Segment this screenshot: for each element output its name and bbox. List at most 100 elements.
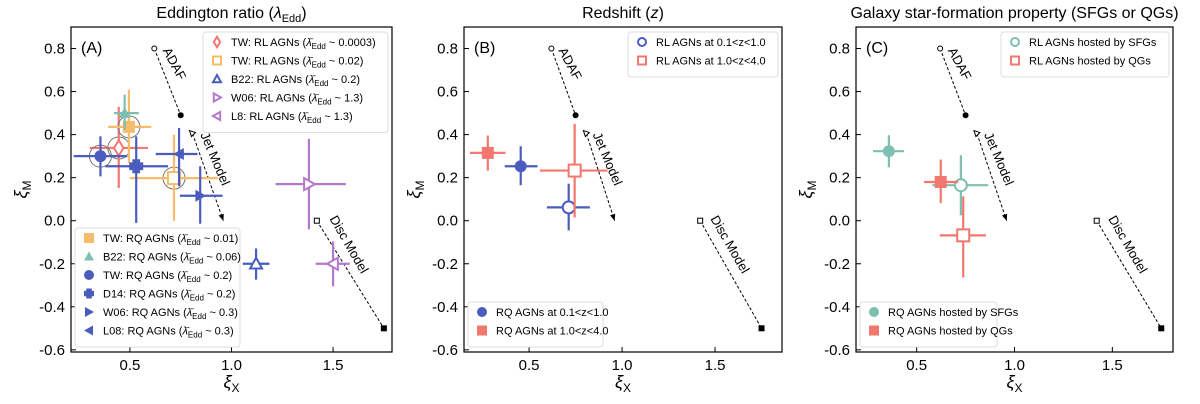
lambda-subscript: Edd	[307, 116, 321, 125]
y-tick-label: 0.0	[437, 213, 458, 230]
legend-label: D14: RQ AGNs (λ̄Edd ~ 0.2)	[103, 289, 235, 303]
legend-marker-tri-up	[211, 72, 223, 84]
title-text: Redshift (	[582, 5, 651, 22]
x-tick-label: 0.5	[519, 357, 540, 374]
x-axis-label: ξX	[615, 372, 631, 395]
lambda-subscript: Edd	[186, 238, 200, 247]
legend-value: ~ 0.01)	[201, 233, 239, 245]
marker-tri-up	[248, 255, 264, 270]
model-start-marker	[697, 217, 704, 224]
legend-label: L8: RL AGNs (λ̄Edd ~ 1.3)	[231, 111, 353, 125]
model-line	[316, 220, 385, 329]
legend-item: RQ AGNs at 1.0<z<4.0	[477, 325, 609, 338]
title-subscript: Edd	[282, 13, 302, 25]
arrow-head-icon	[1002, 213, 1008, 221]
legend-marker-circle	[84, 270, 94, 280]
y-axis-label: ξM	[11, 180, 34, 198]
xi-symbol: ξ	[223, 372, 232, 392]
legend-item: RL AGNs hosted by SFGs	[1010, 37, 1157, 49]
lambda-subscript: Edd	[312, 61, 326, 70]
y-tick-label: -0.6	[39, 342, 65, 359]
legend-name: D14: RQ AGNs (	[103, 289, 185, 301]
legend-lower: RQ AGNs hosted by SFGs RQ AGNs hosted by …	[859, 301, 1019, 348]
lambda-symbol: λ̄	[183, 289, 191, 301]
legend-name: TW: RQ AGNs (	[103, 233, 181, 245]
y-tick-label: 0.8	[437, 41, 458, 58]
plot-frame	[463, 26, 783, 353]
marker-tri-right	[195, 189, 207, 202]
legend-value: ~ 1.3)	[321, 111, 353, 123]
model-line	[939, 48, 967, 116]
model-label: Disc Model	[708, 213, 753, 276]
legend-name: W06: RL AGNs (	[231, 93, 312, 105]
x-tick-label: 0.5	[119, 357, 140, 374]
x-tick-label: 0.5	[906, 357, 927, 374]
legend-item: TW: RL AGNs (λ̄Edd ~ 0.0003)	[212, 34, 376, 51]
marker-diamond	[112, 138, 125, 158]
legend-box	[467, 301, 604, 348]
legend-label: W06: RL AGNs (λ̄Edd ~ 1.3)	[231, 93, 363, 107]
lambda-subscript: Edd	[190, 294, 204, 303]
data-point	[113, 94, 139, 130]
x-tick-label: 1.0	[1004, 357, 1025, 374]
arrow-head-icon	[218, 213, 224, 221]
model-line	[585, 133, 616, 221]
model-line	[550, 48, 577, 116]
y-tick-label: 0.6	[829, 84, 850, 101]
model-start-marker	[582, 129, 591, 138]
marker-square	[567, 163, 582, 178]
lambda-symbol: λ̄	[183, 252, 191, 264]
data-point	[504, 146, 538, 186]
lambda-subscript: Edd	[189, 257, 203, 266]
legend-label: RL AGNs hosted by SFGs	[1029, 37, 1157, 49]
legend-value: ~ 0.2)	[204, 289, 236, 301]
lambda-subscript: Edd	[317, 98, 331, 107]
legend-label: RQ AGNs hosted by QGs	[888, 326, 1013, 338]
lambda-subscript: Edd	[188, 331, 202, 340]
panel-c: Galaxy star-formation property (SFGs or …	[796, 5, 1179, 395]
model-start-marker	[937, 45, 944, 52]
y-tick-label: -0.4	[432, 299, 458, 316]
lambda-symbol: λ̄	[301, 111, 309, 123]
y-axis-label: ξM	[404, 180, 427, 198]
model-line	[976, 133, 1008, 221]
y-tick-label: -0.2	[824, 256, 850, 273]
y-tick-label: 0.0	[829, 213, 850, 230]
marker-tri-left	[173, 147, 184, 160]
model-end-marker	[177, 112, 184, 119]
marker-square	[934, 175, 947, 188]
y-tick-label: 0.2	[829, 170, 850, 187]
model-label: ADAF	[945, 45, 975, 83]
data-point	[924, 159, 959, 204]
panel-title: Eddington ratio (λEdd)	[156, 5, 306, 25]
data-point	[108, 89, 152, 164]
legend-label: L08: RQ AGNs (λ̄Edd ~ 0.3)	[103, 326, 234, 340]
data-point	[155, 127, 198, 187]
legend-item: TW: RL AGNs (λ̄Edd ~ 0.02)	[212, 55, 364, 70]
model-line	[153, 48, 182, 116]
legend-label: RL AGNs at 0.1<z<1.0	[656, 37, 766, 49]
data-point	[539, 123, 608, 218]
y-tick-label: 0.2	[44, 170, 65, 187]
legend-label: B22: RQ AGNs (λ̄Edd ~ 0.06)	[103, 252, 241, 266]
y-tick-label: -0.6	[824, 342, 850, 359]
legend-name: B22: RQ AGNs (	[103, 252, 184, 264]
y-subscript: M	[805, 180, 819, 190]
legend-item: RQ AGNs hosted by SFGs	[869, 307, 1019, 319]
lambda-symbol: λ̄	[305, 37, 313, 49]
legend-lower: TW: RQ AGNs (λ̄Edd ~ 0.01)B22: RQ AGNs (…	[74, 227, 241, 348]
y-tick-label: 0.8	[829, 41, 850, 58]
marker-square	[956, 228, 971, 243]
legend-item: RL AGNs hosted by QGs	[1010, 55, 1151, 68]
y-tick-label: 0.4	[437, 127, 458, 144]
legend-value: ~ 0.02)	[326, 56, 364, 68]
legend-item: W06: RL AGNs (λ̄Edd ~ 1.3)	[212, 91, 363, 107]
legend-item: B22: RL AGNs (λ̄Edd ~ 0.2)	[211, 72, 361, 88]
panel-label: (A)	[81, 40, 102, 57]
model-start-marker	[1093, 217, 1100, 224]
legend-upper: RL AGNs at 0.1<z<1.0 RL AGNs at 1.0<z<4.0	[627, 31, 779, 78]
legend-marker-square	[637, 55, 647, 66]
legend-item: RQ AGNs hosted by QGs	[869, 325, 1013, 338]
legend-value: ~ 0.2)	[329, 74, 361, 86]
model-end-marker	[962, 112, 969, 119]
